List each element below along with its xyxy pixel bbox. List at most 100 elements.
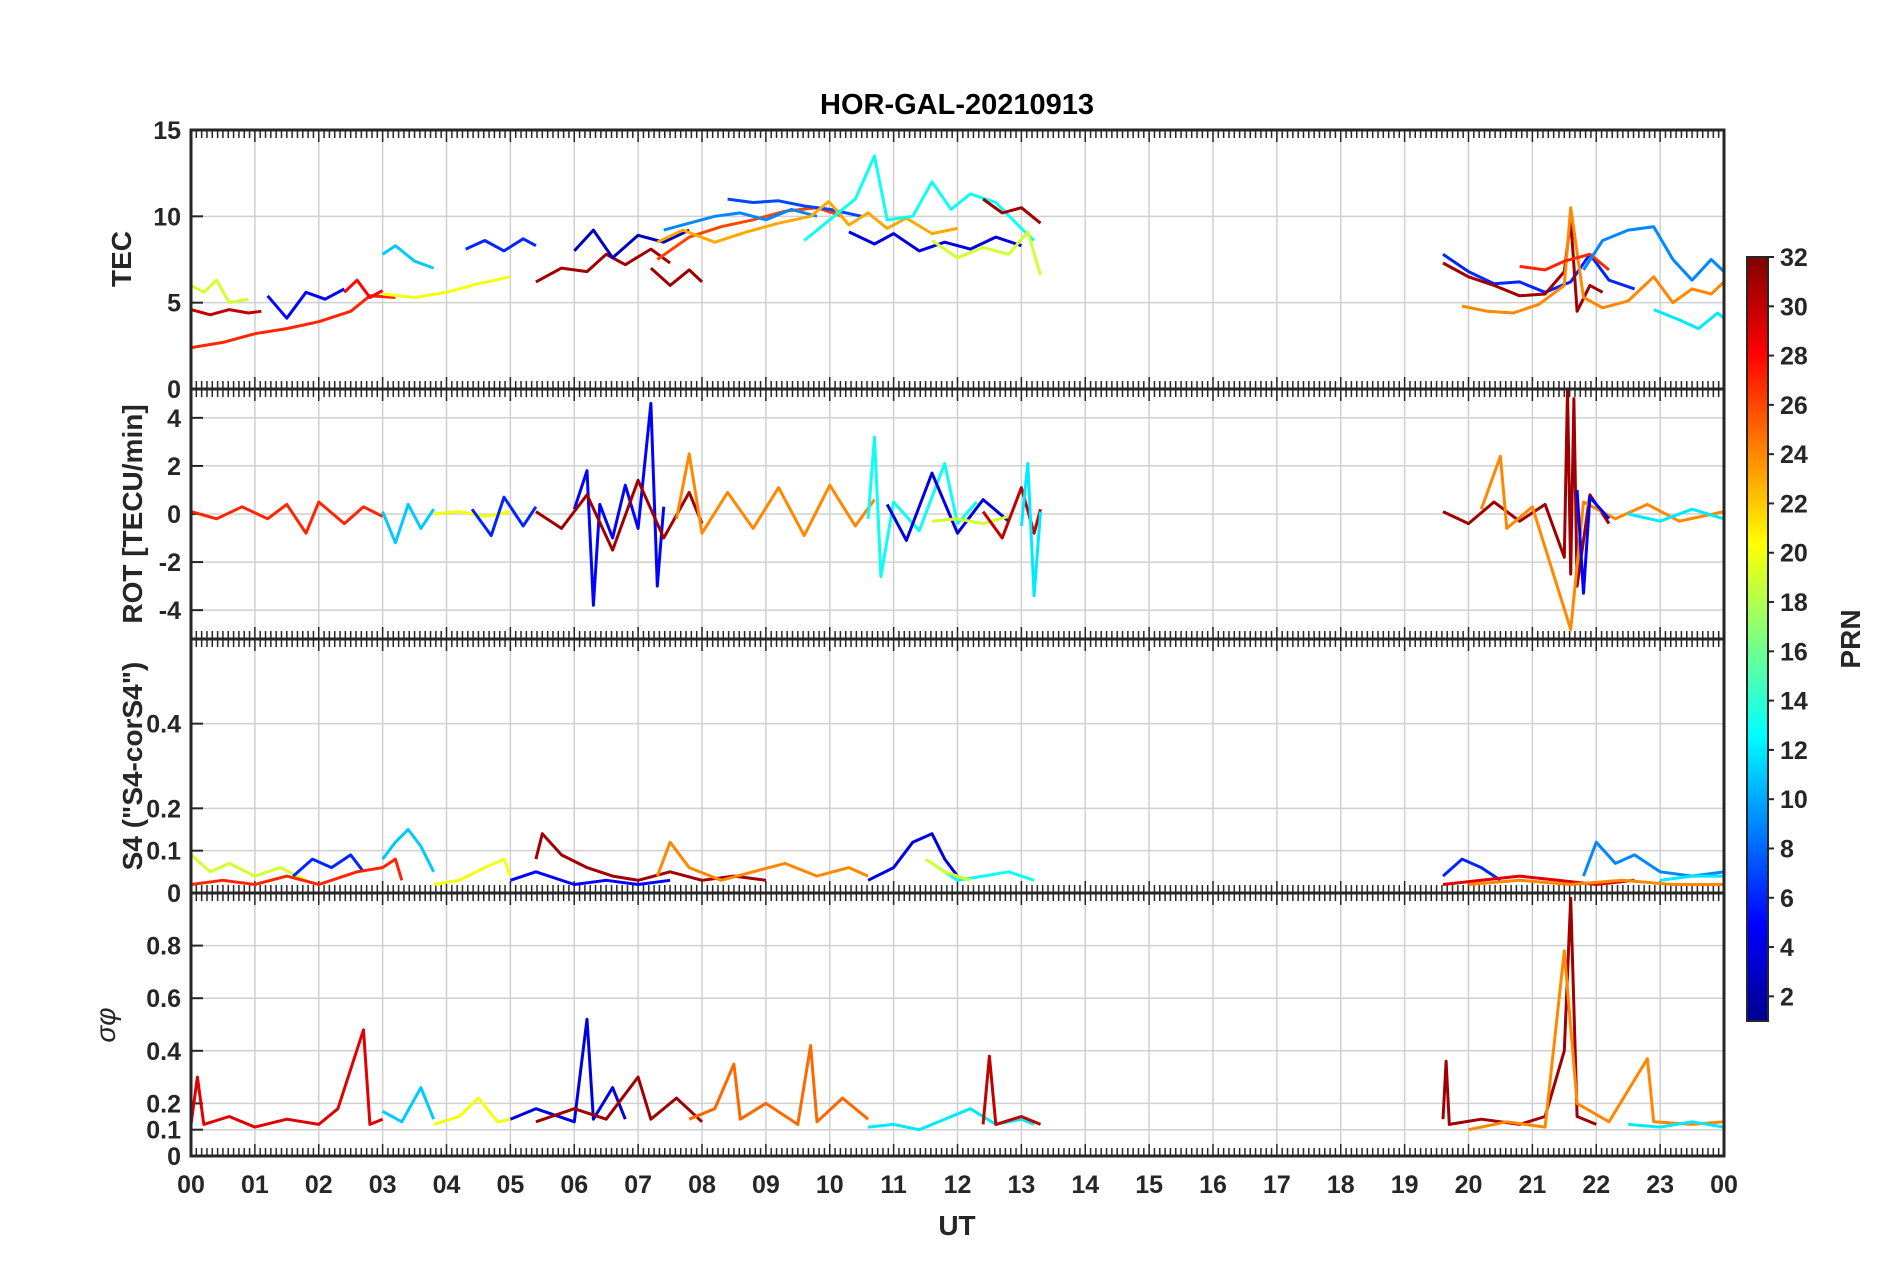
x-tick-label: 08 bbox=[688, 1171, 716, 1199]
colorbar-tick-label: 18 bbox=[1780, 589, 1808, 617]
series-prn-24 bbox=[1468, 878, 1724, 886]
y-tick-label: 5 bbox=[167, 290, 181, 318]
series-prn-31 bbox=[1442, 389, 1611, 588]
series-prn-6 bbox=[470, 495, 538, 538]
x-tick-label: 00 bbox=[1710, 1171, 1738, 1199]
series-prn-29 bbox=[191, 1028, 384, 1129]
series-prn-11 bbox=[381, 1086, 436, 1124]
panel-tec-series bbox=[191, 154, 1724, 350]
colorbar-tick-label: 22 bbox=[1780, 490, 1808, 518]
x-tick-label: 10 bbox=[816, 1171, 844, 1199]
y-tick-label: 4 bbox=[167, 405, 181, 433]
colorbar-tick-label: 2 bbox=[1780, 983, 1794, 1011]
panel-rot-series bbox=[191, 389, 1724, 631]
series-prn-31 bbox=[535, 247, 671, 284]
panel-s4-ylabel: S4 ("S4-corS4") bbox=[117, 662, 148, 871]
colorbar-tick-label: 26 bbox=[1780, 392, 1808, 420]
series-prn-6 bbox=[292, 853, 365, 878]
colorbar-tick-label: 14 bbox=[1780, 688, 1808, 716]
series-prn-23 bbox=[828, 201, 958, 236]
series-prn-27 bbox=[191, 857, 404, 886]
colorbar-tick-label: 16 bbox=[1780, 638, 1808, 666]
x-tick-label: 19 bbox=[1391, 1171, 1419, 1199]
x-tick-label: 04 bbox=[433, 1171, 461, 1199]
series-prn-13 bbox=[866, 435, 978, 578]
series-prn-20 bbox=[382, 275, 511, 299]
x-tick-label: 07 bbox=[624, 1171, 652, 1199]
series-prn-31 bbox=[982, 197, 1042, 225]
y-tick-label: 0.4 bbox=[146, 711, 181, 739]
colorbar-tick-label: 30 bbox=[1780, 293, 1808, 321]
y-tick-label: 0 bbox=[167, 1143, 181, 1171]
series-prn-19 bbox=[191, 278, 249, 305]
x-tick-label: 16 bbox=[1199, 1171, 1227, 1199]
series-prn-29 bbox=[1442, 874, 1635, 886]
series-prn-5 bbox=[266, 287, 346, 320]
x-tick-label: 14 bbox=[1071, 1171, 1099, 1199]
series-prn-27 bbox=[191, 294, 396, 350]
series-prn-12 bbox=[867, 1107, 1035, 1132]
series-prn-27 bbox=[1519, 252, 1610, 272]
series-prn-6 bbox=[1442, 857, 1502, 882]
series-prn-12 bbox=[1019, 462, 1042, 598]
series-prn-27 bbox=[191, 500, 384, 535]
colorbar-tick-label: 10 bbox=[1780, 786, 1808, 814]
panel-rot-y-tick-labels: -4 -2 0 2 4 bbox=[159, 405, 181, 625]
y-tick-label: 0.4 bbox=[146, 1038, 181, 1066]
series-prn-31 bbox=[535, 1075, 704, 1124]
x-tick-label: 17 bbox=[1263, 1171, 1291, 1199]
x-tick-label: 20 bbox=[1455, 1171, 1483, 1199]
x-tick-label: 21 bbox=[1518, 1171, 1546, 1199]
panel-sigma-ylabel: σφ bbox=[90, 1007, 121, 1042]
series-prn-5 bbox=[1575, 489, 1611, 595]
series-prn-12 bbox=[1628, 1120, 1724, 1129]
y-tick-label: -2 bbox=[159, 549, 181, 577]
series-prn-30 bbox=[981, 1054, 1042, 1126]
series-prn-3 bbox=[573, 228, 690, 260]
y-tick-label: 0.1 bbox=[146, 1117, 181, 1145]
series-prn-11 bbox=[381, 828, 436, 873]
y-tick-label: 0 bbox=[167, 501, 181, 529]
y-tick-label: 0.1 bbox=[146, 838, 181, 866]
x-tick-label: 03 bbox=[369, 1171, 397, 1199]
series-prn-9 bbox=[1582, 225, 1724, 282]
panel-s4-grid bbox=[191, 639, 1724, 893]
series-prn-11 bbox=[381, 502, 435, 545]
colorbar-tick-label: 20 bbox=[1780, 540, 1808, 568]
panel-s4-y-tick-labels: 0 0.1 0.2 0.4 bbox=[146, 711, 181, 908]
y-tick-label: 10 bbox=[153, 203, 181, 231]
colorbar-gradient bbox=[1746, 256, 1769, 1022]
y-tick-label: 15 bbox=[153, 117, 181, 145]
series-prn-19 bbox=[931, 230, 1042, 276]
x-tick-label: 15 bbox=[1135, 1171, 1163, 1199]
series-prn-5 bbox=[509, 870, 671, 886]
x-tick-label: 18 bbox=[1327, 1171, 1355, 1199]
y-tick-label: 0 bbox=[167, 880, 181, 908]
series-prn-20 bbox=[433, 1096, 511, 1126]
series-prn-24 bbox=[1479, 454, 1724, 631]
x-tick-label: 11 bbox=[880, 1171, 907, 1199]
colorbar-tick-label: 32 bbox=[1780, 244, 1808, 272]
panel-s4: 0 0.1 0.2 0.4 S4 ("S4-corS4") bbox=[117, 637, 1726, 908]
series-prn-4 bbox=[848, 230, 1022, 253]
series-prn-31 bbox=[1441, 896, 1597, 1126]
x-tick-label: 00 bbox=[177, 1171, 205, 1199]
x-axis-label: UT bbox=[938, 1210, 975, 1241]
colorbar-tick-label: 28 bbox=[1780, 343, 1808, 371]
series-prn-4 bbox=[509, 1017, 627, 1124]
series-prn-28 bbox=[343, 278, 384, 299]
panel-sigma-y-tick-labels: 00.10.2 0.4 0.6 0.8 bbox=[146, 933, 181, 1171]
series-prn-12 bbox=[1627, 507, 1724, 523]
colorbar-tick-label: 12 bbox=[1780, 737, 1808, 765]
series-prn-19 bbox=[191, 853, 307, 882]
colorbar-label: PRN bbox=[1835, 609, 1866, 668]
series-prn-24 bbox=[1468, 949, 1724, 1132]
colorbar-tick-label: 24 bbox=[1780, 441, 1808, 469]
chart-title: HOR-GAL-20210913 bbox=[820, 89, 1094, 121]
panel-sigma-border bbox=[189, 891, 1726, 1158]
x-tick-label: 22 bbox=[1582, 1171, 1610, 1199]
series-prn-12 bbox=[1659, 874, 1724, 882]
series-prn-4 bbox=[867, 832, 959, 882]
